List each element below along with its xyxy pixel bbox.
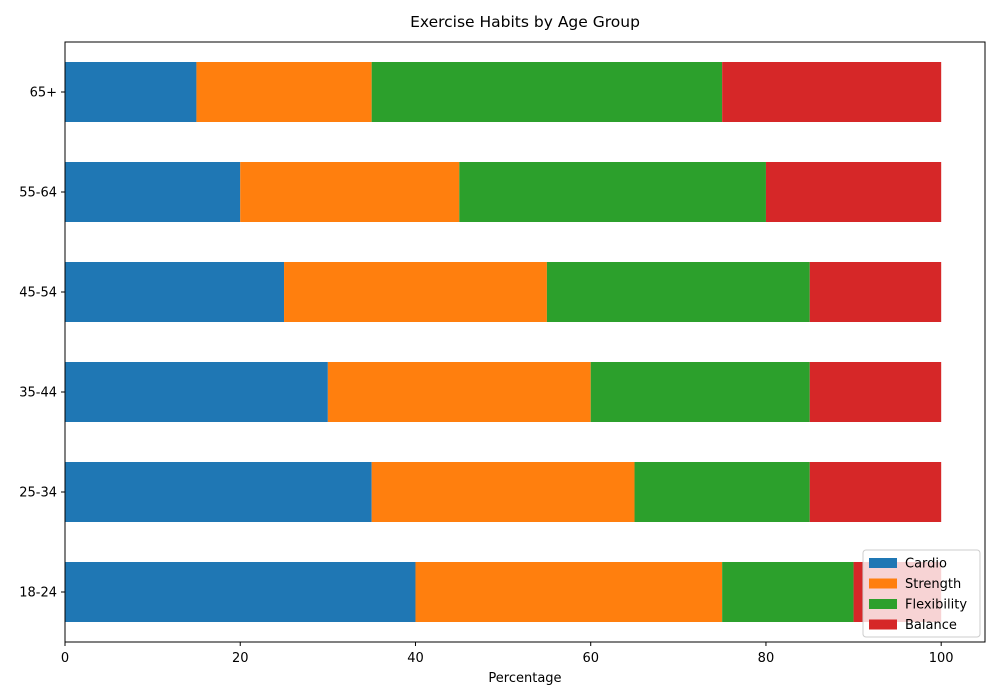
- x-tick-label: 60: [582, 651, 599, 666]
- y-tick-label: 45-54: [19, 286, 57, 301]
- x-tick-label: 100: [929, 651, 954, 666]
- bar-balance-35-44: [809, 362, 942, 422]
- legend: Cardio Strength Flexibility Balance: [862, 549, 981, 638]
- legend-swatch-balance: [869, 619, 897, 630]
- bar-balance-45-54: [809, 262, 942, 322]
- bar-flexibility-65+: [371, 62, 723, 122]
- bar-balance-55-64: [765, 162, 942, 222]
- bar-strength-25-34: [371, 462, 635, 522]
- bar-cardio-35-44: [65, 362, 328, 422]
- y-tick-label: 35-44: [19, 386, 57, 401]
- bar-cardio-65+: [65, 62, 197, 122]
- bar-cardio-18-24: [65, 562, 416, 622]
- x-tick-label: 40: [407, 651, 424, 666]
- bar-strength-18-24: [415, 562, 723, 622]
- legend-label-flexibility: Flexibility: [905, 598, 967, 613]
- legend-label-cardio: Cardio: [905, 557, 947, 572]
- chart-title: Exercise Habits by Age Group: [410, 13, 640, 31]
- bar-strength-65+: [196, 62, 372, 122]
- legend-label-strength: Strength: [905, 577, 961, 592]
- bar-cardio-55-64: [65, 162, 241, 222]
- y-tick-label: 55-64: [19, 186, 57, 201]
- x-axis-label: Percentage: [488, 671, 561, 686]
- y-tick-label: 18-24: [19, 586, 57, 601]
- legend-swatch-strength: [869, 578, 897, 589]
- bar-flexibility-18-24: [722, 562, 854, 622]
- legend-box: [862, 549, 981, 638]
- legend-label-balance: Balance: [905, 618, 957, 633]
- bar-flexibility-55-64: [459, 162, 766, 222]
- bar-strength-45-54: [284, 262, 547, 322]
- bar-strength-55-64: [240, 162, 460, 222]
- x-tick-label: 20: [232, 651, 249, 666]
- y-tick-label: 65+: [30, 86, 57, 101]
- legend-swatch-cardio: [869, 558, 897, 568]
- bar-flexibility-45-54: [546, 262, 810, 322]
- bar-flexibility-35-44: [590, 362, 810, 422]
- bar-cardio-45-54: [65, 262, 285, 322]
- bar-cardio-25-34: [65, 462, 372, 522]
- bar-balance-65+: [722, 62, 942, 122]
- legend-swatch-flexibility: [869, 599, 897, 609]
- axes-layer: 0 20 40 60 80 100 18-24 25-34 35-44 45-54 55-64 65+: [19, 41, 986, 666]
- y-tick-label: 25-34: [19, 486, 57, 501]
- bar-strength-35-44: [327, 362, 591, 422]
- bar-balance-25-34: [809, 462, 942, 522]
- bars-layer: [65, 62, 942, 622]
- x-tick-label: 0: [61, 651, 69, 666]
- plot-frame: [64, 41, 986, 643]
- bar-flexibility-25-34: [634, 462, 810, 522]
- x-tick-label: 80: [758, 651, 775, 666]
